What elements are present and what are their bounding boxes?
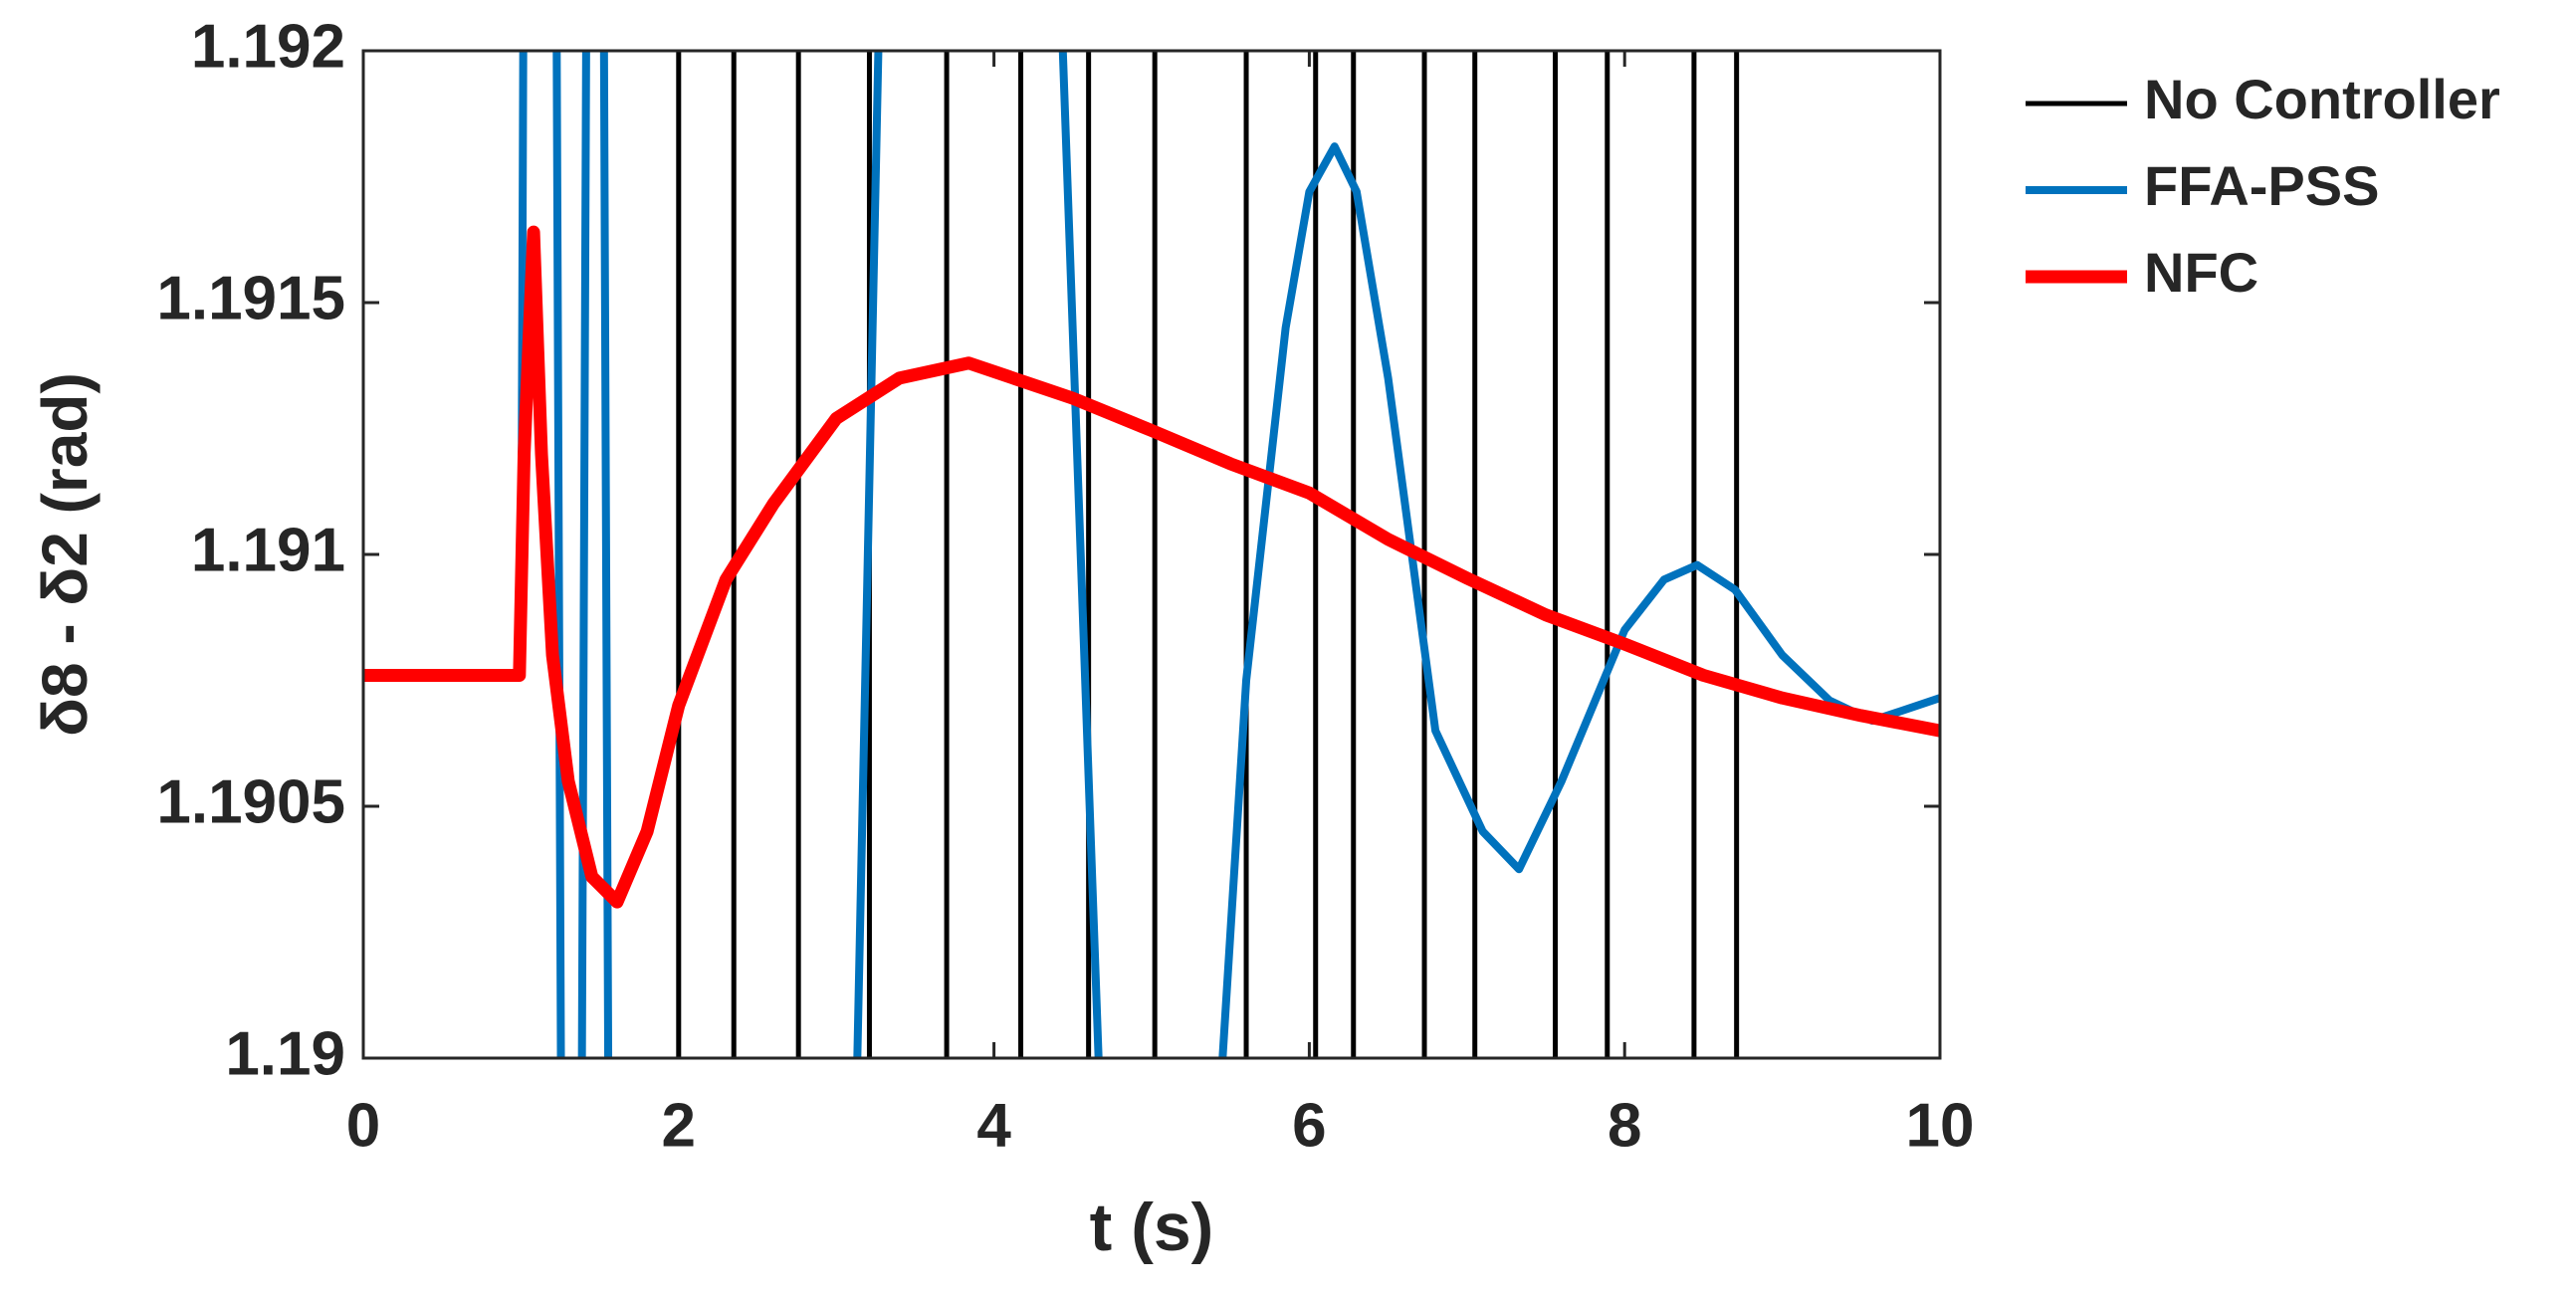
y-tick-label: 1.191	[191, 516, 345, 584]
legend-label: NFC	[2144, 241, 2258, 304]
y-tick-label: 1.1915	[156, 264, 345, 332]
y-axis-label: δ8 - δ2 (rad)	[29, 372, 101, 737]
series-line	[363, 225, 1940, 909]
legend-label: No Controller	[2144, 68, 2500, 130]
x-tick-label: 4	[976, 1091, 1011, 1160]
y-tick-label: 1.192	[191, 12, 345, 81]
x-axis-label: t (s)	[1090, 1190, 1214, 1265]
plot-area	[363, 51, 1940, 1058]
x-tick-label: 8	[1608, 1091, 1641, 1160]
x-tick-label: 0	[346, 1091, 380, 1160]
x-tick-label: 6	[1292, 1091, 1326, 1160]
y-tick-label: 1.1905	[156, 767, 345, 836]
series-line	[363, 51, 1940, 1058]
legend-label: FFA-PSS	[2144, 154, 2379, 217]
axes-box	[361, 49, 1942, 1060]
x-tick-label: 2	[662, 1091, 696, 1160]
y-tick-label: 1.19	[225, 1019, 345, 1088]
x-tick-label: 10	[1906, 1091, 1975, 1160]
plot-lines	[363, 51, 1940, 1058]
